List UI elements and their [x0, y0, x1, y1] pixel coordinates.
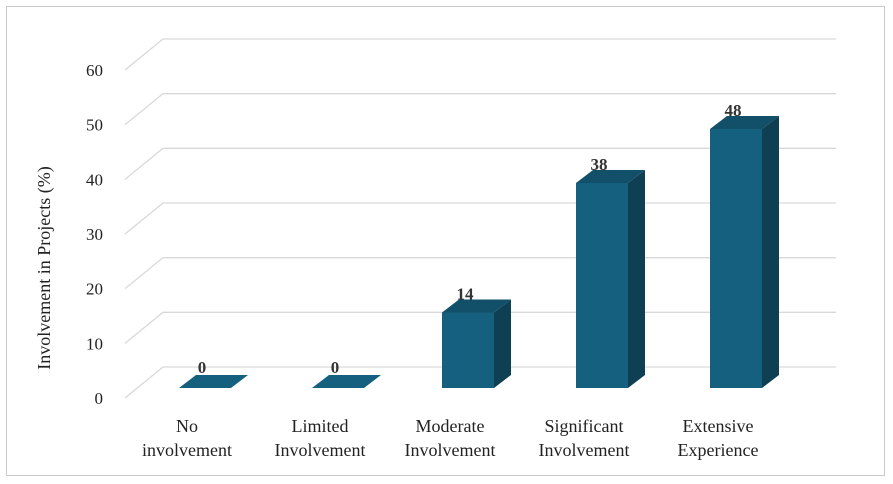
bar-front	[576, 182, 628, 388]
x-category-label: involvement	[142, 440, 232, 460]
x-category-label: Significant	[545, 416, 624, 436]
bar-front	[710, 129, 762, 388]
gridline	[124, 38, 836, 71]
bar-top	[179, 375, 248, 388]
data-label: 0	[331, 358, 340, 377]
data-label: 48	[725, 101, 742, 120]
y-tick-label: 0	[95, 389, 104, 408]
data-labels: 0 0 14 38 48	[198, 101, 742, 377]
data-label: 0	[198, 358, 207, 377]
x-category-label: Involvement	[275, 440, 366, 460]
x-category-label: No	[176, 416, 198, 436]
y-tick-label: 50	[86, 116, 103, 135]
gridline	[124, 93, 836, 126]
y-axis-ticks: 0 10 20 30 40 50 60	[86, 61, 103, 408]
bar-side	[628, 169, 645, 388]
x-category-label: Limited	[292, 416, 349, 436]
gridline	[124, 147, 836, 180]
x-category-label: Involvement	[539, 440, 630, 460]
bar-top	[312, 375, 381, 388]
bar-top	[710, 116, 779, 129]
bar-front	[442, 312, 494, 388]
x-category-label: Involvement	[405, 440, 496, 460]
bars	[179, 116, 779, 388]
y-tick-label: 60	[86, 61, 103, 80]
bar-side	[762, 116, 779, 388]
y-tick-label: 10	[86, 334, 103, 353]
y-tick-label: 40	[86, 170, 103, 189]
bar-side	[494, 299, 511, 388]
bar-top	[576, 169, 645, 183]
x-category-label: Experience	[678, 440, 759, 460]
data-label: 14	[457, 284, 475, 303]
y-tick-label: 20	[86, 280, 103, 299]
x-category-label: Extensive	[683, 416, 754, 436]
data-label: 38	[591, 155, 608, 174]
y-axis-title: Involvement in Projects (%)	[34, 166, 55, 369]
x-axis-categories: No involvement Limited Involvement Moderate I…	[142, 416, 758, 460]
bar-top	[442, 299, 511, 313]
x-category-label: Moderate	[416, 416, 485, 436]
y-tick-label: 30	[86, 225, 103, 244]
